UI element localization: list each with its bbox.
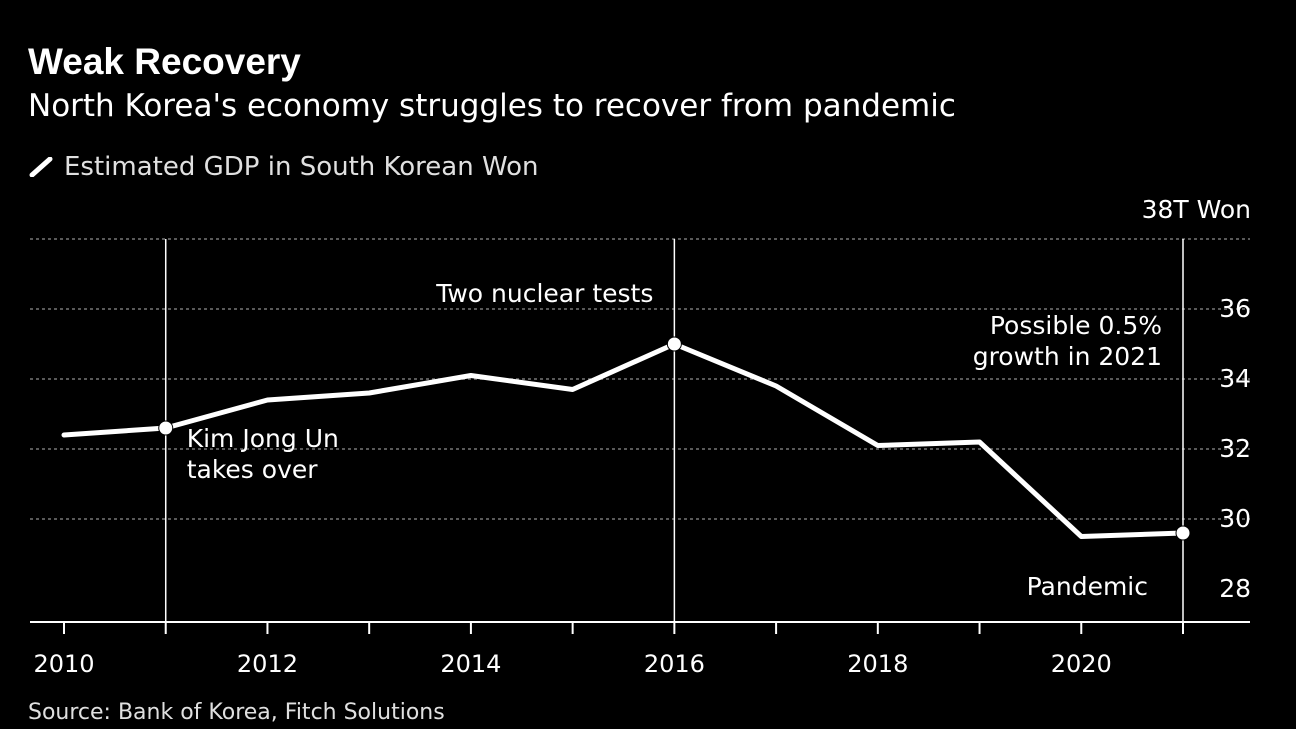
- y-tick-label: 28: [1219, 574, 1251, 603]
- event-marker-dot: [158, 420, 174, 436]
- pandemic-annotation: Pandemic: [1027, 572, 1148, 601]
- event-label: Possible 0.5%: [990, 311, 1162, 340]
- chart-title: Weak Recovery: [28, 41, 301, 82]
- event-label: growth in 2021: [973, 342, 1162, 371]
- chart-subtitle: North Korea's economy struggles to recov…: [28, 88, 956, 124]
- x-tick-label: 2016: [644, 650, 705, 678]
- event-label: Kim Jong Un: [187, 424, 339, 453]
- event-label: Two nuclear tests: [435, 279, 653, 308]
- event-marker-dot: [1175, 525, 1191, 541]
- gdp-series-line: [61, 341, 1186, 539]
- event-marker-dot: [666, 336, 682, 352]
- x-tick-label: 2010: [33, 650, 94, 678]
- x-tick-label: 2020: [1051, 650, 1112, 678]
- event-label: takes over: [187, 455, 319, 484]
- y-tick-label: 32: [1219, 434, 1251, 463]
- x-tick-label: 2014: [440, 650, 501, 678]
- source-note: Source: Bank of Korea, Fitch Solutions: [28, 700, 445, 725]
- y-tick-label: 34: [1219, 364, 1251, 393]
- x-tick-label: 2018: [847, 650, 908, 678]
- legend-label: Estimated GDP in South Korean Won: [64, 152, 539, 182]
- y-tick-label: 36: [1219, 294, 1251, 323]
- y-tick-label: 30: [1219, 504, 1251, 533]
- legend-line-icon: [29, 157, 53, 177]
- x-tick-label: 2012: [237, 650, 298, 678]
- legend: Estimated GDP in South Korean Won: [28, 148, 539, 186]
- y-unit-label: 38T Won: [1142, 195, 1251, 224]
